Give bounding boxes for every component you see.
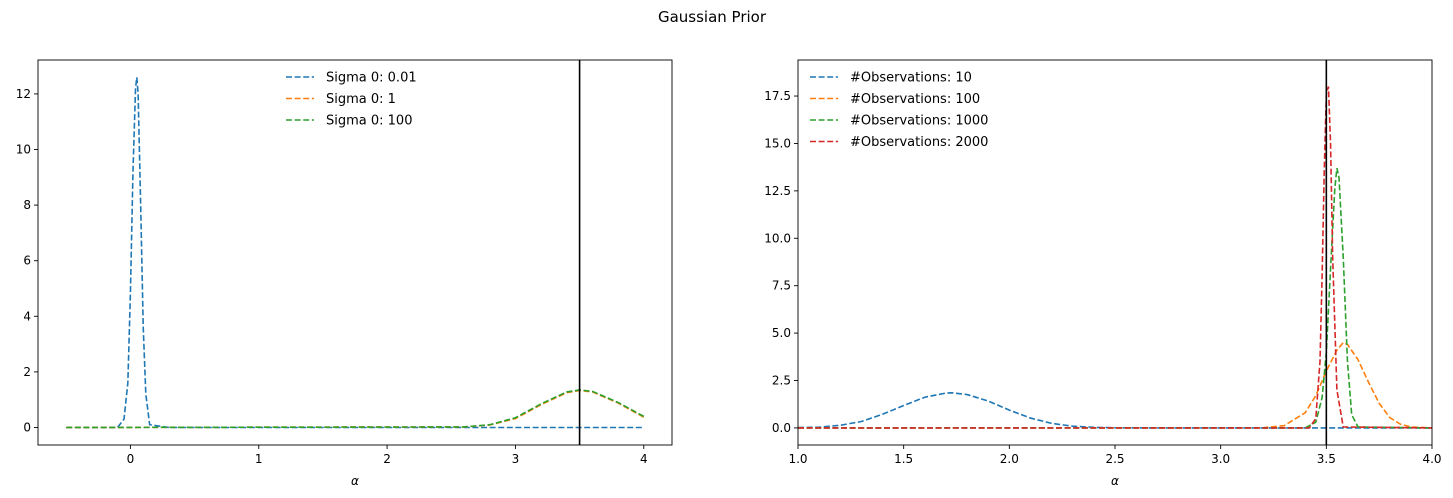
x-tick-label: 1 — [255, 452, 263, 466]
legend-entry-1: Sigma 0: 1 — [326, 92, 396, 107]
y-tick-label: 7.5 — [772, 279, 791, 293]
y-tick-label: 17.5 — [764, 89, 791, 103]
y-tick-label: 15.0 — [764, 136, 791, 150]
series-line-0 — [66, 77, 644, 429]
y-tick-label: 0 — [23, 420, 31, 434]
figure-title: Gaussian Prior — [658, 8, 767, 26]
axes-frame — [37, 59, 673, 446]
series-line-0 — [797, 392, 1432, 429]
y-tick-label: 2.5 — [772, 374, 791, 388]
x-tick-label: 2 — [383, 452, 391, 466]
x-tick-label: 4.0 — [1422, 452, 1441, 466]
series-line-2 — [66, 389, 645, 429]
y-tick-label: 10.0 — [764, 231, 791, 245]
x-tick-label: 2.5 — [1105, 452, 1124, 466]
x-tick-label: 0 — [127, 452, 135, 466]
y-tick-label: 2 — [23, 365, 31, 379]
legend-entry-2: Sigma 0: 100 — [326, 114, 412, 129]
legend-entry-0: #Observations: 10 — [850, 71, 972, 86]
x-tick-label: 3 — [512, 452, 520, 466]
x-axis-label: α — [1111, 474, 1119, 488]
x-tick-label: 2.0 — [1000, 452, 1019, 466]
x-tick-label: 1.0 — [788, 452, 807, 466]
x-tick-label: 1.5 — [894, 452, 913, 466]
y-tick-label: 12.5 — [764, 184, 791, 198]
y-tick-label: 12 — [16, 87, 31, 101]
legend-entry-3: #Observations: 2000 — [850, 135, 988, 150]
series-line-1 — [797, 341, 1433, 429]
x-tick-label: 4 — [640, 452, 648, 466]
y-tick-label: 4 — [23, 309, 31, 323]
right-subplot: 1.0 1.5 2.0 2.5 3.0 3.5 4.0 0.0 2.5 5.0 7.5 10.0 12.… — [764, 59, 1442, 488]
legend-entry-1: #Observations: 100 — [850, 92, 980, 107]
series-line-1 — [66, 389, 645, 429]
y-tick-label: 6 — [23, 254, 31, 268]
y-tick-label: 10 — [16, 143, 31, 157]
x-tick-label: 3.5 — [1317, 452, 1336, 466]
legend-entry-0: Sigma 0: 0.01 — [326, 71, 417, 86]
y-tick-label: 5.0 — [772, 326, 791, 340]
x-tick-label: 3.0 — [1211, 452, 1230, 466]
y-tick-label: 0.0 — [772, 421, 791, 435]
y-tick-label: 8 — [23, 198, 31, 212]
x-axis-label: α — [351, 474, 359, 488]
legend-entry-2: #Observations: 1000 — [850, 114, 988, 129]
